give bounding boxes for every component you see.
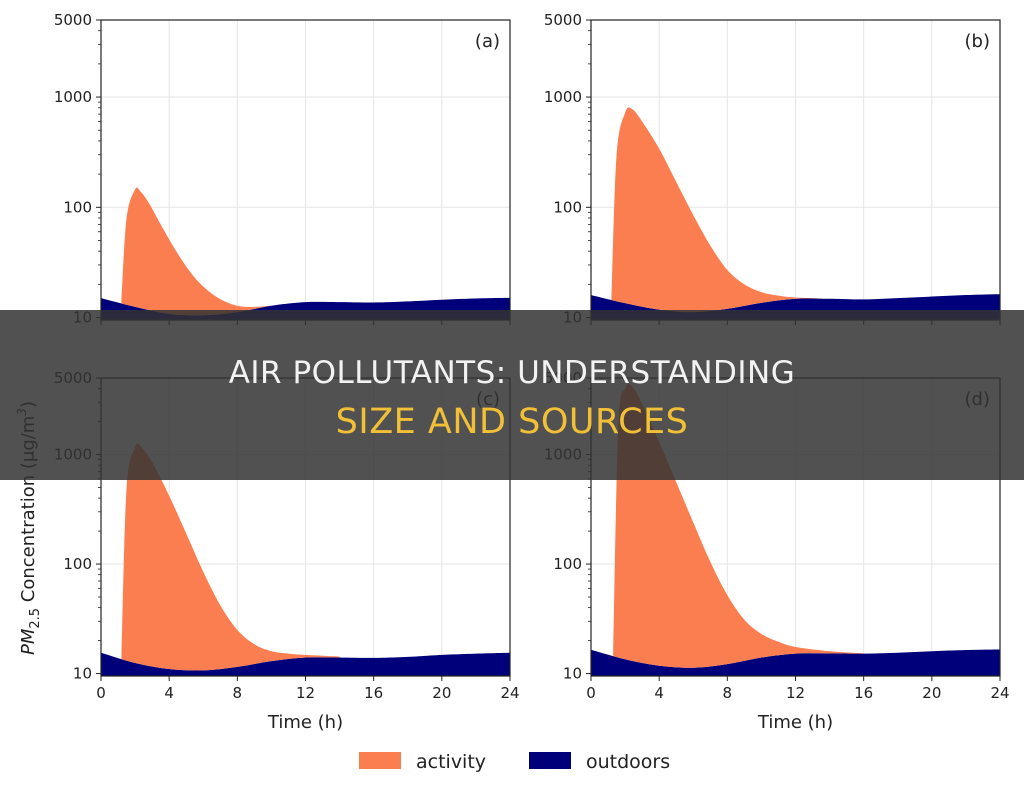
panel-label-b: (b) <box>965 31 990 52</box>
chart-panel-a: 1010010005000(a) <box>54 11 511 327</box>
x-tick-label: 20 <box>922 684 941 702</box>
legend-label-activity: activity <box>416 751 486 773</box>
banner-title-line2: SIZE AND SOURCES <box>335 402 689 442</box>
y-tick-label: 100 <box>63 555 92 573</box>
outdoors-area <box>101 652 510 676</box>
y-tick-label: 1000 <box>54 88 92 106</box>
x-tick-label: 8 <box>233 684 243 702</box>
activity-area <box>613 383 864 668</box>
x-tick-label: 4 <box>164 684 174 702</box>
activity-area <box>121 187 306 316</box>
x-tick-label: 0 <box>96 684 106 702</box>
y-tick-label: 10 <box>73 665 92 683</box>
y-tick-label: 5000 <box>54 11 92 29</box>
activity-area <box>611 107 830 313</box>
x-axis-label: Time (h) <box>757 712 833 733</box>
chart-panel-c: 101001000500004812162024Time (h)(c) <box>54 369 520 733</box>
x-tick-label: 0 <box>586 684 596 702</box>
x-axis-label: Time (h) <box>267 712 343 733</box>
title-banner <box>0 310 1024 480</box>
y-tick-label: 10 <box>563 665 582 683</box>
x-tick-label: 24 <box>500 684 519 702</box>
activity-area <box>121 443 340 671</box>
x-tick-label: 4 <box>654 684 664 702</box>
x-tick-label: 24 <box>990 684 1009 702</box>
y-tick-label: 1000 <box>544 88 582 106</box>
chart-panel-b: 1010010005000(b) <box>544 11 1001 327</box>
legend-swatch-activity <box>359 752 401 769</box>
x-tick-label: 16 <box>364 684 383 702</box>
y-tick-label: 100 <box>553 555 582 573</box>
legend-label-outdoors: outdoors <box>586 751 670 773</box>
outdoors-area <box>591 649 1000 676</box>
panel-label-a: (a) <box>475 31 500 52</box>
legend: activity outdoors <box>359 751 670 773</box>
x-tick-label: 12 <box>296 684 315 702</box>
legend-swatch-outdoors <box>529 752 571 769</box>
y-tick-label: 100 <box>63 198 92 216</box>
x-tick-label: 12 <box>786 684 805 702</box>
banner-title-line1: AIR POLLUTANTS: UNDERSTANDING <box>228 355 796 391</box>
x-tick-label: 8 <box>723 684 733 702</box>
y-tick-label: 100 <box>553 198 582 216</box>
x-tick-label: 20 <box>432 684 451 702</box>
x-tick-label: 16 <box>854 684 873 702</box>
y-tick-label: 5000 <box>544 11 582 29</box>
